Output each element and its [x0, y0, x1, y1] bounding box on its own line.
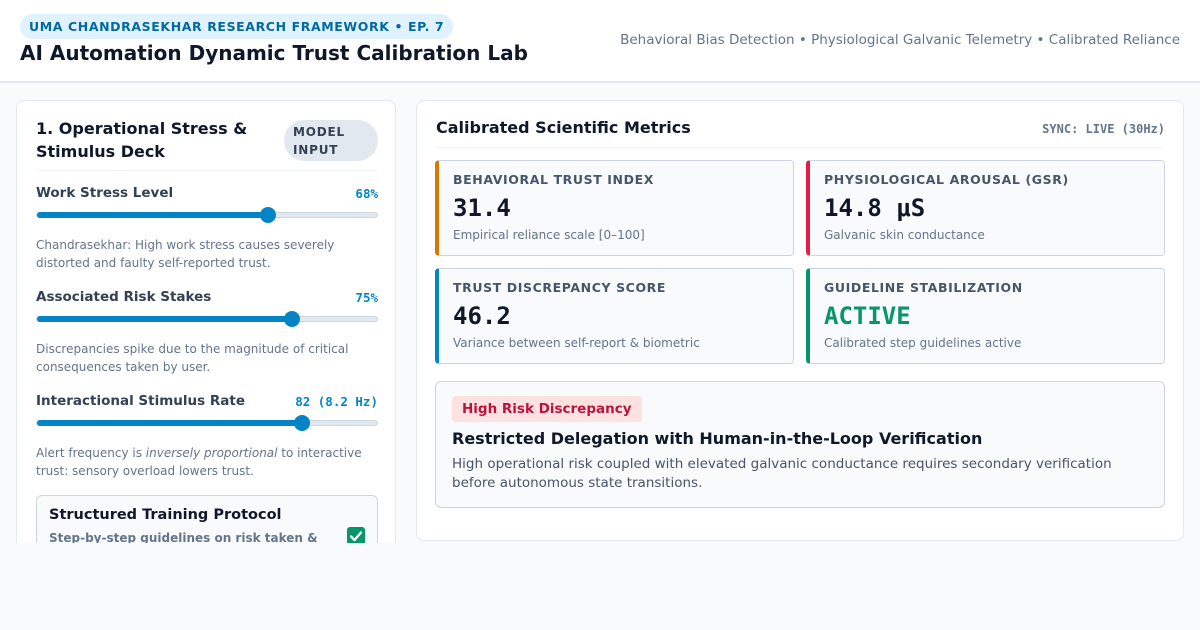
- stimulus-rate-value: 82 (8.2 Hz): [295, 394, 378, 409]
- checkmark-icon: [349, 531, 363, 542]
- work-stress-label: Work Stress Level: [36, 185, 174, 201]
- risk-stakes-value: 75%: [355, 290, 378, 305]
- page-title: AI Automation Dynamic Trust Calibration …: [20, 41, 528, 65]
- description-text: to interactive trust: sensory overload l…: [36, 446, 362, 478]
- recommendation-description: High operational risk coupled with eleva…: [452, 456, 1112, 491]
- model-input-badge: MODEL INPUT: [284, 120, 378, 161]
- metric-caption: Empirical reliance scale [0–100]: [453, 228, 645, 242]
- metric-caption: Galvanic skin conductance: [824, 228, 985, 242]
- recommendation-title: Restricted Delegation with Human-in-the-…: [452, 429, 983, 448]
- risk-stakes-label: Associated Risk Stakes: [36, 289, 212, 305]
- risk-stakes-description: Discrepancies spike due to the magnitude…: [36, 342, 349, 374]
- metric-value: 31.4: [453, 194, 511, 222]
- metric-label: TRUST DISCREPANCY SCORE: [453, 280, 667, 295]
- metric-card-trust-index: BEHAVIORAL TRUST INDEX 31.4 Empirical re…: [435, 160, 794, 256]
- stimulus-rate-description: Alert frequency is inversely proportiona…: [36, 445, 378, 480]
- description-emphasis: inversely proportional: [145, 446, 278, 460]
- description-text: Alert frequency is: [36, 446, 146, 460]
- stimulus-deck-panel: 1. Operational Stress & Stimulus Deck MO…: [16, 100, 396, 543]
- metric-caption: Variance between self-report & biometric: [453, 336, 700, 350]
- series-badge: UMA CHANDRASEKHAR RESEARCH FRAMEWORK • E…: [20, 14, 454, 39]
- app-header: UMA CHANDRASEKHAR RESEARCH FRAMEWORK • E…: [0, 0, 1200, 83]
- slider-thumb[interactable]: [260, 207, 277, 223]
- slider-thumb[interactable]: [294, 415, 311, 431]
- metrics-header: Calibrated Scientific Metrics SYNC: LIVE…: [436, 117, 1165, 148]
- training-protocol-title: Structured Training Protocol: [49, 507, 282, 523]
- metric-card-discrepancy: TRUST DISCREPANCY SCORE 46.2 Variance be…: [435, 268, 794, 364]
- training-protocol-description: Step-by-step guidelines on risk taken &: [49, 531, 318, 543]
- metrics-title: Calibrated Scientific Metrics: [436, 118, 691, 137]
- recommendation-alert: High Risk Discrepancy Restricted Delegat…: [435, 381, 1165, 508]
- metric-card-stabilization: GUIDELINE STABILIZATION ACTIVE Calibrate…: [806, 268, 1165, 364]
- metric-caption: Calibrated step guidelines active: [824, 336, 1022, 350]
- metric-value: 14.8 μS: [824, 194, 926, 222]
- work-stress-value: 68%: [355, 186, 378, 201]
- stimulus-rate-label: Interactional Stimulus Rate: [36, 393, 245, 409]
- metrics-panel: Calibrated Scientific Metrics SYNC: LIVE…: [416, 100, 1184, 541]
- slider-fill: [37, 316, 292, 322]
- slider-fill: [37, 420, 303, 426]
- metric-label: BEHAVIORAL TRUST INDEX: [453, 172, 654, 187]
- work-stress-slider[interactable]: [36, 207, 378, 223]
- work-stress-description: Chandrasekhar: High work stress causes s…: [36, 238, 335, 270]
- stimulus-deck-title: 1. Operational Stress & Stimulus Deck: [36, 119, 248, 161]
- metric-label: GUIDELINE STABILIZATION: [824, 280, 1023, 295]
- stimulus-deck-header: 1. Operational Stress & Stimulus Deck MO…: [36, 117, 378, 171]
- metric-value: 46.2: [453, 302, 511, 330]
- training-protocol-checkbox[interactable]: [347, 527, 365, 543]
- slider-fill: [37, 212, 269, 218]
- metric-label: PHYSIOLOGICAL AROUSAL (GSR): [824, 172, 1069, 187]
- stimulus-rate-slider[interactable]: [36, 415, 378, 431]
- slider-thumb[interactable]: [284, 311, 300, 327]
- metric-card-gsr: PHYSIOLOGICAL AROUSAL (GSR) 14.8 μS Galv…: [806, 160, 1165, 256]
- training-protocol-card: Structured Training Protocol Step-by-ste…: [36, 495, 378, 543]
- header-tagline: Behavioral Bias Detection • Physiologica…: [620, 32, 1180, 48]
- metric-value: ACTIVE: [824, 302, 911, 330]
- sync-status: SYNC: LIVE (30Hz): [1042, 122, 1165, 136]
- risk-status-badge: High Risk Discrepancy: [452, 396, 642, 422]
- risk-stakes-slider[interactable]: [36, 311, 378, 327]
